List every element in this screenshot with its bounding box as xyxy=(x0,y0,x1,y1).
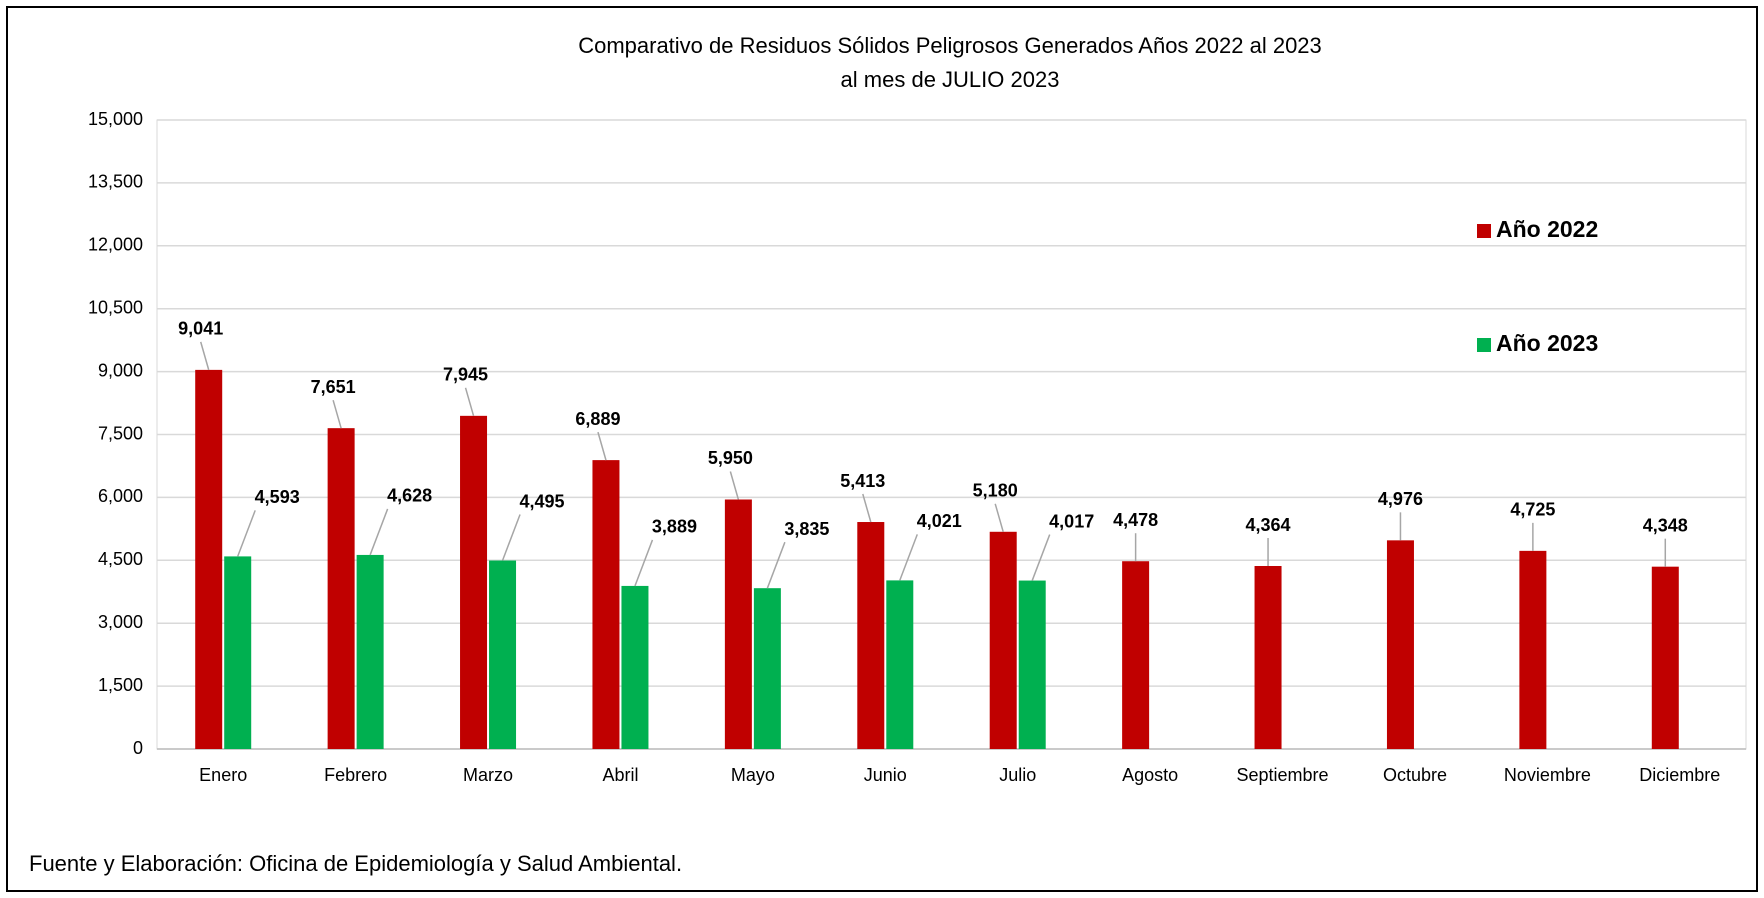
leader-line xyxy=(501,514,521,561)
bar xyxy=(356,554,384,749)
y-tick-label: 7,500 xyxy=(98,423,143,443)
value-label: 4,628 xyxy=(387,486,432,506)
value-label: 4,348 xyxy=(1643,515,1688,535)
value-label: 7,651 xyxy=(311,377,356,397)
chart-title: Comparativo de Residuos Sólidos Peligros… xyxy=(578,33,1322,58)
leader-line xyxy=(369,508,389,556)
chart-subtitle: al mes de JULIO 2023 xyxy=(841,67,1060,92)
y-tick-label: 1,500 xyxy=(98,675,143,695)
bar xyxy=(857,522,885,749)
value-label: 4,017 xyxy=(1049,511,1094,531)
bar xyxy=(224,556,252,749)
y-tick-label: 15,000 xyxy=(88,109,143,129)
bar xyxy=(1254,566,1282,749)
bar xyxy=(327,428,355,749)
leader-line xyxy=(1031,534,1051,581)
value-label: 4,976 xyxy=(1378,489,1423,509)
bar xyxy=(195,369,223,749)
value-label: 5,413 xyxy=(840,471,885,491)
x-tick-label: Marzo xyxy=(463,765,513,785)
leader-line xyxy=(899,534,918,581)
value-label: 4,725 xyxy=(1510,500,1555,520)
x-tick-label: Enero xyxy=(199,765,247,785)
value-label: 7,945 xyxy=(443,365,488,385)
leader-line xyxy=(237,510,256,557)
leader-line xyxy=(862,493,872,523)
y-tick-label: 0 xyxy=(133,738,143,758)
y-tick-label: 12,000 xyxy=(88,235,143,255)
footer-note: Fuente y Elaboración: Oficina de Epidemi… xyxy=(29,851,682,876)
value-label: 5,950 xyxy=(708,448,753,468)
bar xyxy=(621,585,649,749)
bar xyxy=(1122,561,1150,749)
x-tick-label: Junio xyxy=(864,765,907,785)
y-tick-label: 4,500 xyxy=(98,549,143,569)
leader-line xyxy=(994,503,1004,532)
bar xyxy=(489,560,517,749)
y-tick-label: 6,000 xyxy=(98,486,143,506)
value-label: 4,478 xyxy=(1113,510,1158,530)
x-tick-label: Septiembre xyxy=(1237,765,1329,785)
value-label: 4,495 xyxy=(520,491,565,511)
y-tick-label: 3,000 xyxy=(98,612,143,632)
value-label: 9,041 xyxy=(178,319,223,339)
legend-label: Año 2022 xyxy=(1496,216,1598,242)
leader-line xyxy=(634,539,654,587)
x-tick-label: Abril xyxy=(602,765,638,785)
value-label: 6,889 xyxy=(575,409,620,429)
leader-line xyxy=(464,387,475,417)
y-tick-label: 10,500 xyxy=(88,297,143,317)
value-label: 4,021 xyxy=(917,511,962,531)
leader-line xyxy=(597,431,607,461)
legend-swatch xyxy=(1477,338,1491,352)
leader-line xyxy=(729,471,740,500)
x-tick-label: Mayo xyxy=(731,765,775,785)
bar xyxy=(724,499,752,749)
value-label: 4,364 xyxy=(1246,515,1291,535)
value-label: 3,835 xyxy=(784,519,829,539)
leader-line xyxy=(199,341,210,371)
x-tick-label: Febrero xyxy=(324,765,387,785)
value-label: 5,180 xyxy=(973,481,1018,501)
bar xyxy=(1651,566,1679,749)
legend-label: Año 2023 xyxy=(1496,330,1598,356)
y-tick-label: 9,000 xyxy=(98,360,143,380)
bar xyxy=(1018,580,1046,749)
y-tick-label: 13,500 xyxy=(88,172,143,192)
leader-line xyxy=(766,541,786,589)
x-tick-label: Agosto xyxy=(1122,765,1178,785)
value-label: 4,593 xyxy=(255,487,300,507)
bar xyxy=(753,588,781,749)
x-tick-label: Julio xyxy=(999,765,1036,785)
bar xyxy=(1519,550,1547,749)
bar xyxy=(592,460,620,749)
bar xyxy=(886,580,914,749)
bar xyxy=(1386,540,1414,749)
x-tick-label: Octubre xyxy=(1383,765,1447,785)
bar xyxy=(460,415,488,749)
leader-line xyxy=(332,399,342,429)
bar xyxy=(989,531,1017,749)
legend-swatch xyxy=(1477,224,1491,238)
x-tick-label: Noviembre xyxy=(1504,765,1591,785)
value-label: 3,889 xyxy=(652,517,697,537)
x-tick-label: Diciembre xyxy=(1639,765,1720,785)
